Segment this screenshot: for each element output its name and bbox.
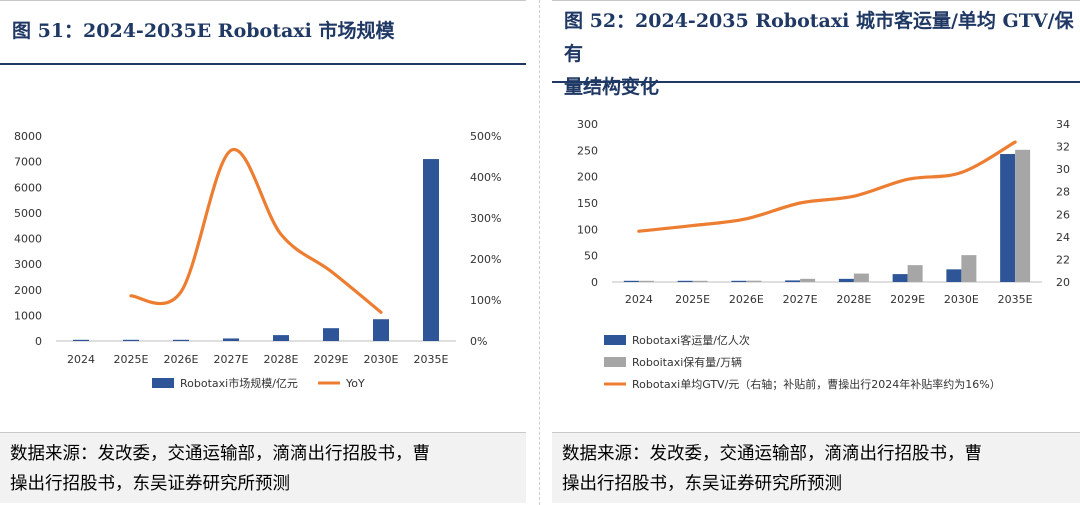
y-right-tick-label: 200% (470, 253, 501, 266)
panel-divider (539, 0, 540, 505)
y-left-tick-label: 50 (584, 250, 598, 263)
x-tick-label: 2025E (675, 293, 710, 306)
legend-swatch (152, 378, 174, 388)
series-line (129, 148, 383, 314)
y-left-tick-label: 3000 (14, 258, 42, 271)
bar (1000, 154, 1016, 282)
x-tick-label: 2028E (264, 353, 299, 366)
x-tick-label: 2025E (114, 353, 149, 366)
y-left-tick-label: 4000 (14, 233, 42, 246)
y-right-tick-label: 0% (470, 335, 487, 348)
y-left-tick-label: 0 (591, 276, 598, 289)
bar (373, 319, 389, 341)
y-right-tick-label: 400% (470, 171, 501, 184)
y-right-tick-label: 26 (1056, 208, 1070, 221)
bar (1015, 149, 1031, 282)
bar (677, 280, 693, 282)
y-left-tick-label: 200 (577, 171, 598, 184)
bar (746, 280, 762, 282)
series-line (637, 140, 1017, 233)
y-right-tick-label: 300% (470, 212, 501, 225)
bar (323, 328, 339, 341)
y-right-tick-label: 30 (1056, 163, 1070, 176)
y-right-tick-label: 20 (1056, 276, 1070, 289)
bar (638, 280, 654, 282)
x-tick-label: 2026E (729, 293, 764, 306)
bar (892, 274, 908, 282)
x-tick-label: 2030E (364, 353, 399, 366)
y-left-tick-label: 6000 (14, 181, 42, 194)
right-source-line-1: 数据来源：发改委，交通运输部，滴滴出行招股书，曹 (562, 444, 982, 464)
bar (223, 338, 239, 341)
bar (961, 255, 977, 282)
bar (731, 280, 747, 282)
bar (800, 278, 816, 282)
right-chart: 0 50 100 150 200 250 300 20 22 24 26 28 30 32 34 2024 20… (577, 118, 1070, 391)
left-figure-title: 图 51：2024-2035E Robotaxi 市场规模 (12, 20, 395, 42)
x-tick-label: 2035E (998, 293, 1033, 306)
bar (907, 265, 923, 282)
right-source-text: 数据来源：发改委，交通运输部，滴滴出行招股书，曹 操出行招股书，东吴证券研究所预… (562, 439, 1072, 499)
bar (423, 159, 439, 341)
x-tick-label: 2030E (944, 293, 979, 306)
x-tick-label: 2024 (67, 353, 95, 366)
legend-swatch (604, 357, 626, 367)
y-right-tick-label: 28 (1056, 186, 1070, 199)
bar (946, 269, 962, 282)
left-source-box: 数据来源：发改委，交通运输部，滴滴出行招股书，曹 操出行招股书，东吴证券研究所预… (0, 432, 526, 503)
y-left-tick-label: 150 (577, 197, 598, 210)
legend-label: YoY (345, 377, 365, 390)
y-left-tick-label: 1000 (14, 309, 42, 322)
x-tick-label: 2029E (890, 293, 925, 306)
bar (785, 280, 801, 282)
y-right-tick-label: 24 (1056, 231, 1070, 244)
x-tick-label: 2029E (314, 353, 349, 366)
bar (692, 280, 708, 282)
bar (173, 339, 189, 341)
y-left-tick-label: 7000 (14, 156, 42, 169)
bar (853, 273, 869, 282)
right-source-box: 数据来源：发改委，交通运输部，滴滴出行招股书，曹 操出行招股书，东吴证券研究所预… (552, 432, 1080, 503)
left-source-line-1: 数据来源：发改委，交通运输部，滴滴出行招股书，曹 (10, 444, 430, 464)
left-source-line-2: 操出行招股书，东吴证券研究所预测 (10, 474, 290, 494)
y-right-tick-label: 34 (1056, 118, 1070, 131)
left-chart: 0 1000 2000 3000 4000 5000 6000 7000 8000 0% 100% 2… (14, 130, 501, 390)
y-left-tick-label: 2000 (14, 284, 42, 297)
y-left-tick-label: 250 (577, 144, 598, 157)
legend-label: Robotaxi市场规模/亿元 (180, 376, 298, 390)
right-figure-title: 图 52：2024-2035 Robotaxi 城市客运量/单均 GTV/保有 … (564, 5, 1080, 104)
y-left-tick-label: 0 (35, 335, 42, 348)
x-tick-label: 2027E (783, 293, 818, 306)
right-title-line-2: 量结构变化 (564, 76, 660, 98)
left-panel: 图 51：2024-2035E Robotaxi 市场规模 0 1000 2000 3… (0, 0, 526, 505)
bar (73, 339, 89, 341)
y-left-tick-label: 100 (577, 223, 598, 236)
y-right-tick-label: 22 (1056, 253, 1070, 266)
bar (273, 335, 289, 341)
y-right-tick-label: 500% (470, 130, 501, 143)
left-source-text: 数据来源：发改委，交通运输部，滴滴出行招股书，曹 操出行招股书，东吴证券研究所预… (10, 439, 518, 499)
right-source-line-2: 操出行招股书，东吴证券研究所预测 (562, 474, 842, 494)
x-tick-label: 2035E (414, 353, 449, 366)
bar (838, 278, 854, 282)
bar (123, 339, 139, 341)
y-left-tick-label: 8000 (14, 130, 42, 143)
legend-swatch (604, 335, 626, 345)
y-right-tick-label: 100% (470, 294, 501, 307)
x-tick-label: 2024 (625, 293, 653, 306)
x-tick-label: 2027E (214, 353, 249, 366)
x-tick-label: 2028E (836, 293, 871, 306)
right-panel: 图 52：2024-2035 Robotaxi 城市客运量/单均 GTV/保有 … (552, 0, 1080, 505)
x-tick-label: 2026E (164, 353, 199, 366)
y-right-tick-label: 32 (1056, 141, 1070, 154)
right-title-line-1: 图 52：2024-2035 Robotaxi 城市客运量/单均 GTV/保有 (564, 10, 1074, 65)
y-left-tick-label: 5000 (14, 207, 42, 220)
legend-label: Robotaxi单均GTV/元（右轴；补贴前，曹操出行2024年补贴率约为16%… (632, 377, 1001, 391)
bar (623, 280, 639, 282)
legend-label: Robotaxi客运量/亿人次 (632, 333, 750, 347)
right-title-bar: 图 52：2024-2035 Robotaxi 城市客运量/单均 GTV/保有 … (552, 0, 1080, 98)
legend-label: Roboitaxi保有量/万辆 (632, 355, 742, 369)
y-left-tick-label: 300 (577, 118, 598, 131)
left-title-bar: 图 51：2024-2035E Robotaxi 市场规模 (0, 0, 526, 65)
